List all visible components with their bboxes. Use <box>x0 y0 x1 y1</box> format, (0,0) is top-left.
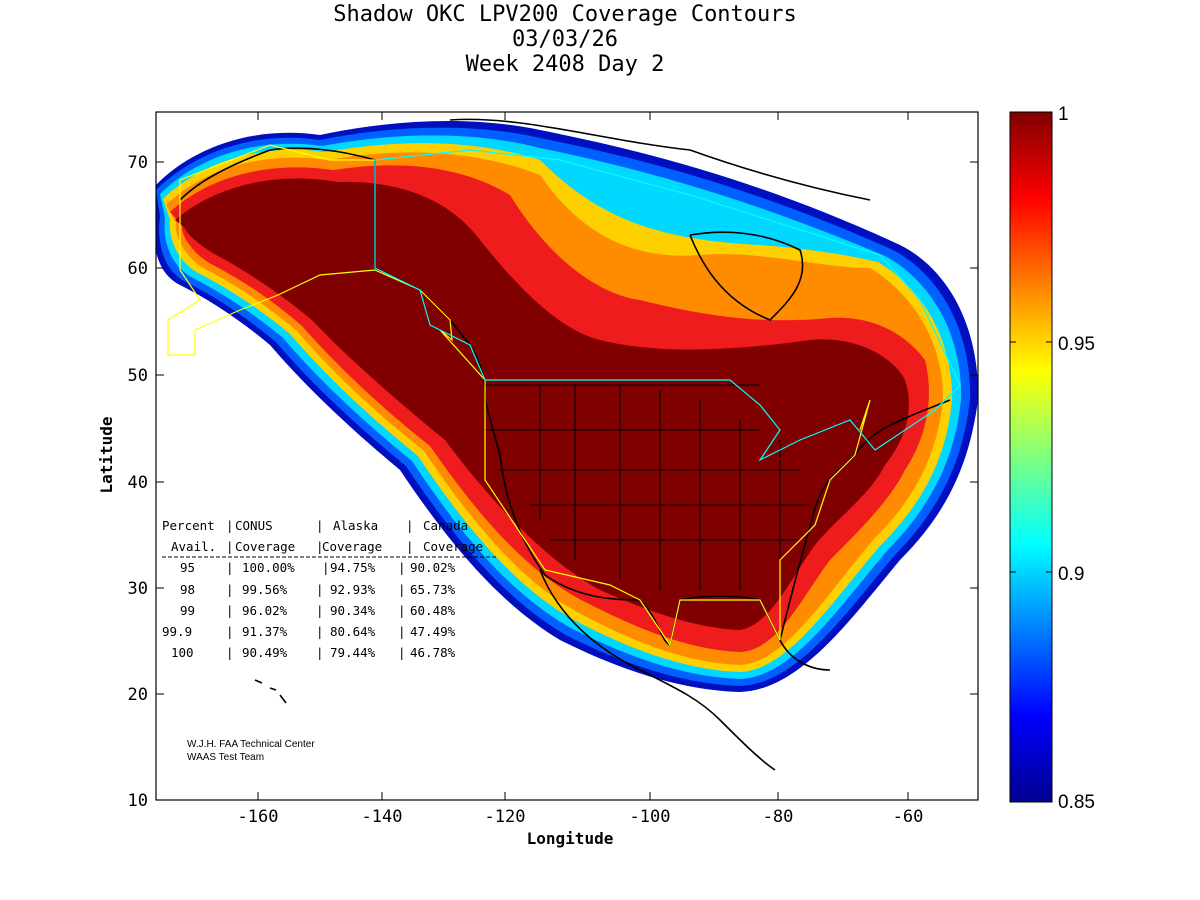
svg-text:|: | <box>316 624 324 639</box>
svg-text:|: | <box>226 624 234 639</box>
stats-subheader-coverage: Coverage <box>322 539 382 554</box>
x-tick-label: -100 <box>630 807 671 827</box>
coastlines <box>179 118 951 771</box>
stats-row: 98 | 99.56% | 92.93% | 65.73% <box>180 582 456 597</box>
x-tick-labels: -160 -140 -120 -100 -80 -60 <box>238 807 924 827</box>
stats-subheader-coverage: Coverage <box>235 539 295 554</box>
colorbar-tick-label: 0.85 <box>1058 792 1095 813</box>
colorbar-gradient <box>1009 111 1053 803</box>
y-tick-label: 50 <box>128 366 148 386</box>
service-boundaries <box>167 144 961 647</box>
svg-text:91.37%: 91.37% <box>242 624 288 639</box>
svg-text:|: | <box>316 645 324 660</box>
svg-text:90.49%: 90.49% <box>242 645 288 660</box>
plot-frame <box>155 111 979 801</box>
stats-row: 100 | 90.49% | 79.44% | 46.78% <box>171 645 456 660</box>
y-tick-label: 30 <box>128 579 148 599</box>
y-axis-label: Latitude <box>97 416 116 493</box>
y-tick-label: 40 <box>128 473 148 493</box>
stats-header-canada: Canada <box>423 518 468 533</box>
colorbar-tick-label: 1 <box>1058 104 1069 125</box>
svg-text:|: | <box>406 539 414 554</box>
chart-week-day: Week 2408 Day 2 <box>465 52 665 77</box>
svg-text:|: | <box>398 560 406 575</box>
svg-text:|: | <box>226 539 234 554</box>
stats-subheader-coverage: Coverage <box>423 539 483 554</box>
svg-text:90.34%: 90.34% <box>330 603 376 618</box>
svg-text:|: | <box>398 603 406 618</box>
chart-title: Shadow OKC LPV200 Coverage Contours <box>333 2 797 27</box>
svg-text:|: | <box>316 582 324 597</box>
contour-band-1.0 <box>175 178 909 631</box>
svg-text:100.00%: 100.00% <box>242 560 295 575</box>
svg-text:92.93%: 92.93% <box>330 582 376 597</box>
svg-text:94.75%: 94.75% <box>330 560 376 575</box>
svg-text:65.73%: 65.73% <box>410 582 456 597</box>
y-tick-label: 20 <box>128 685 148 705</box>
svg-text:|: | <box>316 603 324 618</box>
svg-text:100: 100 <box>171 645 194 660</box>
svg-text:99.9: 99.9 <box>162 624 192 639</box>
y-tick-label: 70 <box>128 153 148 173</box>
svg-text:95: 95 <box>180 560 195 575</box>
stats-header-percent: Percent <box>162 518 215 533</box>
credit-line-1: W.J.H. FAA Technical Center <box>187 739 315 750</box>
stats-row: 95 | 100.00% | 94.75% | 90.02% <box>180 560 456 575</box>
x-tick-label: -120 <box>485 807 526 827</box>
stats-row: 99 | 96.02% | 90.34% | 60.48% <box>180 603 456 618</box>
colorbar-tick-label: 0.95 <box>1058 334 1095 355</box>
y-tick-label: 10 <box>128 791 148 811</box>
svg-text:90.02%: 90.02% <box>410 560 456 575</box>
x-tick-label: -60 <box>893 807 924 827</box>
stats-subheader-avail: Avail. <box>171 539 216 554</box>
svg-text:79.44%: 79.44% <box>330 645 376 660</box>
svg-text:|: | <box>316 539 324 554</box>
svg-text:|: | <box>398 624 406 639</box>
us-boundary <box>167 144 871 647</box>
svg-text:99.56%: 99.56% <box>242 582 288 597</box>
canada-boundary <box>374 149 961 462</box>
y-tick-marks <box>156 161 978 801</box>
colorbar: 1 0.95 0.9 0.85 <box>1009 104 1095 813</box>
credit-line-2: WAAS Test Team <box>187 752 264 763</box>
svg-text:60.48%: 60.48% <box>410 603 456 618</box>
svg-text:|: | <box>316 518 324 533</box>
svg-text:47.49%: 47.49% <box>410 624 456 639</box>
state-borders <box>485 384 810 590</box>
svg-text:|: | <box>406 518 414 533</box>
svg-text:|: | <box>322 560 330 575</box>
colorbar-tick-label: 0.9 <box>1058 564 1084 585</box>
svg-text:|: | <box>398 645 406 660</box>
svg-text:96.02%: 96.02% <box>242 603 288 618</box>
svg-text:|: | <box>226 518 234 533</box>
svg-text:|: | <box>226 560 234 575</box>
svg-text:|: | <box>398 582 406 597</box>
x-tick-label: -140 <box>362 807 403 827</box>
svg-text:46.78%: 46.78% <box>410 645 456 660</box>
y-tick-labels: 70 60 50 40 30 20 10 <box>128 153 148 811</box>
coverage-contours <box>156 120 978 692</box>
stats-table: Percent | CONUS | Alaska | Canada Avail.… <box>162 518 496 660</box>
x-tick-label: -160 <box>238 807 279 827</box>
x-tick-label: -80 <box>763 807 794 827</box>
chart-date: 03/03/26 <box>512 27 618 52</box>
svg-text:99: 99 <box>180 603 195 618</box>
x-axis-label: Longitude <box>527 829 614 848</box>
svg-text:|: | <box>226 645 234 660</box>
stats-header-conus: CONUS <box>235 518 273 533</box>
x-tick-marks <box>257 112 909 800</box>
svg-text:|: | <box>226 603 234 618</box>
stats-header-alaska: Alaska <box>333 518 378 533</box>
stats-row: 99.9 | 91.37% | 80.64% | 47.49% <box>162 624 456 639</box>
y-tick-label: 60 <box>128 259 148 279</box>
svg-text:98: 98 <box>180 582 195 597</box>
svg-text:|: | <box>226 582 234 597</box>
svg-text:80.64%: 80.64% <box>330 624 376 639</box>
